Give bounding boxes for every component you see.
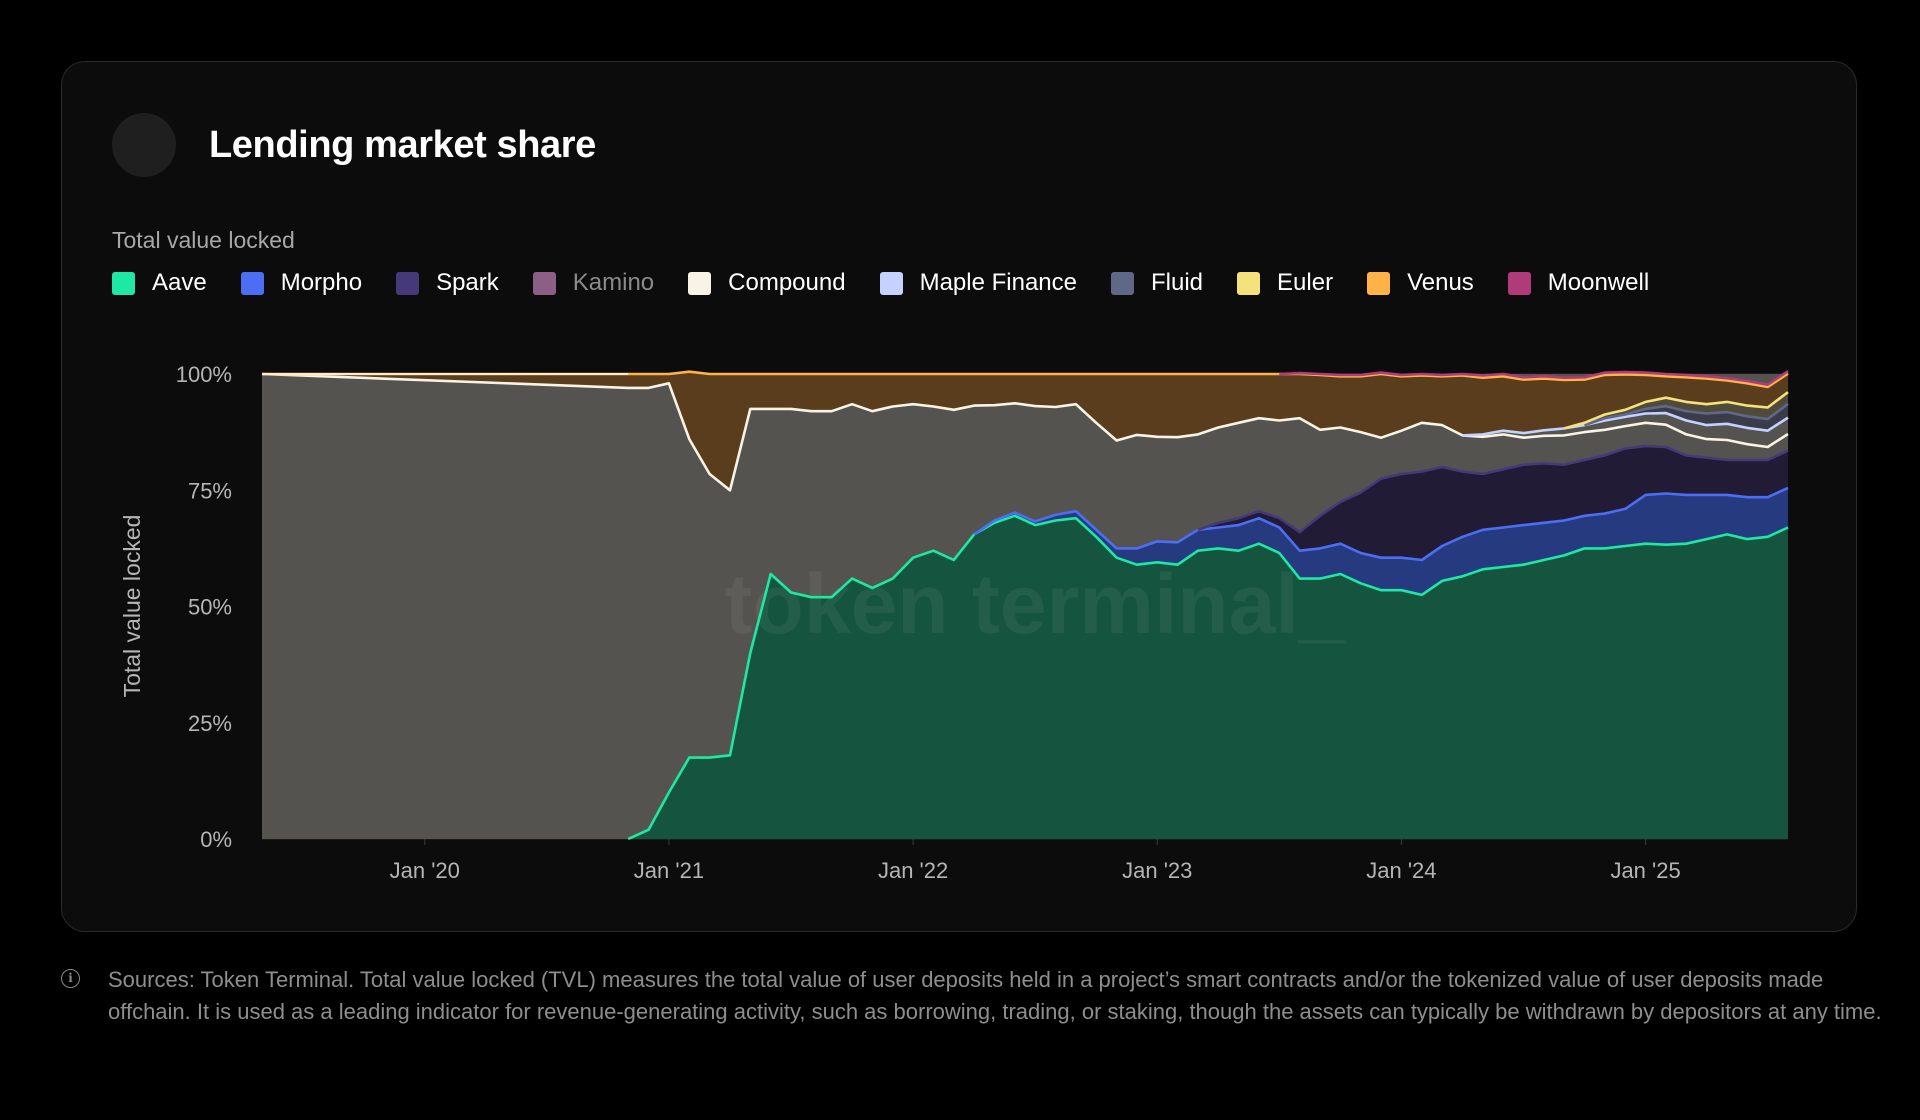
x-tick-label: Jan '24: [1366, 858, 1436, 883]
line-moonwell: [1279, 370, 1789, 386]
y-axis-title: Total value locked: [119, 515, 145, 698]
line-morpho: [973, 486, 1789, 562]
watermark: token terminal_: [725, 557, 1347, 651]
chart-subtitle: Total value locked: [112, 227, 295, 253]
line-aave: [627, 514, 1789, 841]
legend-item-aave[interactable]: Aave: [112, 268, 207, 298]
chart-legend: Aave Morpho Spark Kamino Compound Maple Finan…: [112, 268, 1683, 298]
legend-label: Kamino: [572, 269, 655, 296]
legend-swatch: [112, 271, 135, 295]
x-tick-label: Jan '20: [390, 858, 460, 883]
line-spark: [1197, 444, 1789, 534]
y-tick-label: 100%: [176, 362, 232, 387]
y-tick-label: 25%: [188, 711, 232, 736]
legend-swatch: [1237, 271, 1261, 295]
line-euler: [1563, 391, 1789, 430]
legend-item-compound[interactable]: Compound: [688, 268, 846, 298]
legend-swatch: [1367, 271, 1391, 295]
x-tick-label: Jan '22: [878, 858, 948, 883]
legend-swatch: [532, 271, 556, 295]
legend-label: Aave: [152, 269, 207, 296]
area-morpho: [262, 487, 1788, 839]
x-tick-label: Jan '23: [1122, 858, 1192, 883]
info-icon: i: [61, 969, 80, 988]
legend-item-venus[interactable]: Venus: [1367, 268, 1474, 298]
area-aave: [262, 515, 1788, 839]
legend-item-moonwell[interactable]: Moonwell: [1507, 268, 1650, 298]
legend-item-morpho[interactable]: Morpho: [240, 268, 363, 298]
legend-swatch: [1111, 271, 1134, 295]
legend-item-euler[interactable]: Euler: [1237, 268, 1333, 298]
x-tick-label: Jan '21: [634, 858, 704, 883]
footnote: i Sources: Token Terminal. Total value l…: [61, 964, 1882, 1064]
legend-swatch: [240, 271, 264, 295]
legend-swatch: [879, 271, 903, 295]
legend-label: Spark: [436, 269, 499, 296]
area-venus: [262, 371, 1788, 491]
legend-swatch: [1507, 271, 1531, 295]
area-spark: [262, 446, 1788, 839]
line-maple-finance: [1462, 411, 1789, 437]
legend-item-spark[interactable]: Spark: [396, 268, 499, 298]
legend-item-maple-finance[interactable]: Maple Finance: [879, 268, 1077, 298]
x-tick-label: Jan '25: [1610, 858, 1680, 883]
chart-plot: 0% 25% 50% 75% 100% Total value locked Jan '20…: [119, 362, 1789, 883]
legend-label: Maple Finance: [919, 269, 1077, 296]
line-compound: [261, 372, 1789, 492]
legend-label: Compound: [728, 269, 846, 296]
project-logo: [112, 113, 176, 177]
legend-label: Fluid: [1151, 269, 1204, 296]
line-fluid: [1584, 402, 1789, 427]
y-tick-label: 0%: [200, 827, 232, 852]
line-venus: [262, 370, 1789, 389]
chart-title: Lending market share: [209, 124, 596, 166]
y-tick-label: 50%: [188, 595, 232, 620]
legend-swatch: [688, 271, 712, 295]
legend-label: Euler: [1277, 269, 1334, 296]
y-tick-label: 75%: [188, 478, 232, 503]
legend-label: Morpho: [280, 269, 363, 296]
area-compound: [262, 374, 1788, 839]
legend-label: Venus: [1407, 269, 1474, 296]
legend-item-kamino[interactable]: Kamino: [532, 268, 655, 298]
legend-item-fluid[interactable]: Fluid: [1111, 268, 1203, 298]
legend-swatch: [396, 271, 420, 295]
legend-label: Moonwell: [1547, 269, 1650, 296]
footnote-text: Sources: Token Terminal. Total value loc…: [108, 967, 1882, 1024]
